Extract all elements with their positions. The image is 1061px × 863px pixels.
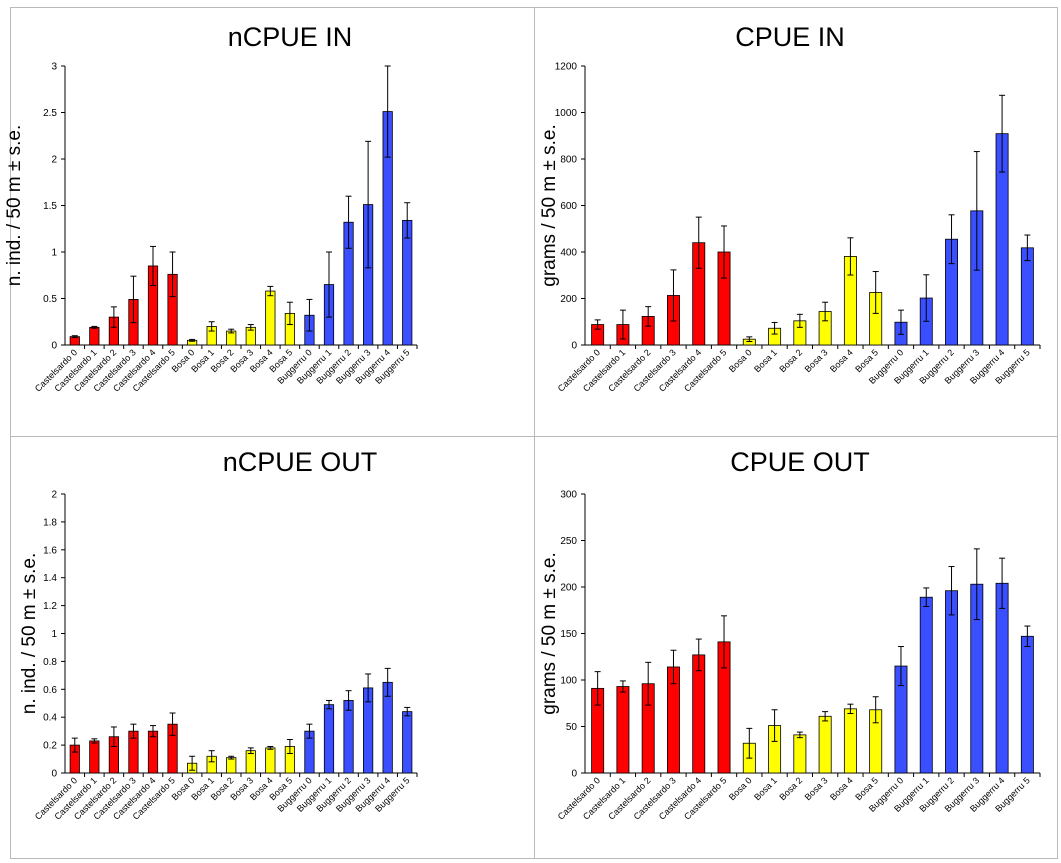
x-tick-label: Bosa 3 xyxy=(803,775,830,802)
y-axis-label: grams / 50 m ± s.e. xyxy=(539,552,560,714)
y-tick-label: 600 xyxy=(560,201,577,212)
y-tick-label: 1000 xyxy=(555,108,578,119)
y-tick-label: 1 xyxy=(51,248,57,259)
y-tick-label: 2 xyxy=(51,155,57,166)
bar xyxy=(995,582,1009,774)
bar xyxy=(945,590,958,774)
x-tick-label: Bosa 1 xyxy=(752,775,779,802)
y-tick-label: 200 xyxy=(560,294,577,305)
y-tick-label: 2 xyxy=(51,490,57,501)
bar xyxy=(1020,635,1034,774)
chart-title: nCPUE OUT xyxy=(223,447,378,477)
y-axis-label: grams / 50 m ± s.e. xyxy=(539,124,560,286)
y-tick-label: 1.8 xyxy=(43,517,57,528)
bar xyxy=(843,708,857,774)
x-tick-label: Bosa 4 xyxy=(828,775,855,802)
y-tick-label: 1.6 xyxy=(43,545,57,556)
y-tick-label: 1200 xyxy=(555,62,578,73)
chart-title: CPUE OUT xyxy=(730,447,870,477)
y-tick-label: 0 xyxy=(51,341,57,352)
chart-title: CPUE IN xyxy=(735,22,845,52)
bar xyxy=(692,654,706,774)
y-axis-label: n. ind. / 50 m ± s.e. xyxy=(4,125,25,286)
panel-divider-horizontal xyxy=(10,436,1058,437)
y-tick-label: 0.8 xyxy=(43,657,57,668)
chart-title: nCPUE IN xyxy=(228,22,353,52)
y-tick-label: 400 xyxy=(560,248,577,259)
y-tick-label: 1 xyxy=(51,629,57,640)
y-tick-label: 800 xyxy=(560,155,577,166)
y-tick-label: 300 xyxy=(560,490,577,501)
y-axis-label: n. ind. / 50 m ± s.e. xyxy=(19,553,40,714)
x-tick-label: Castelsardo 0 xyxy=(556,775,602,821)
bar xyxy=(616,686,630,774)
x-tick-label: Bosa 0 xyxy=(727,775,754,802)
y-tick-label: 0.6 xyxy=(43,685,57,696)
y-tick-label: 0 xyxy=(571,769,577,780)
y-tick-label: 1.4 xyxy=(43,573,57,584)
y-tick-label: 100 xyxy=(560,676,577,687)
bar xyxy=(793,734,807,774)
x-tick-label: Bosa 2 xyxy=(777,775,804,802)
y-tick-label: 0.4 xyxy=(43,713,57,724)
panel-divider-vertical xyxy=(534,7,535,859)
y-tick-label: 2.5 xyxy=(43,108,57,119)
y-tick-label: 150 xyxy=(560,629,577,640)
y-tick-label: 50 xyxy=(566,722,578,733)
bar xyxy=(818,715,832,774)
y-tick-label: 1.2 xyxy=(43,601,57,612)
y-tick-label: 0 xyxy=(571,341,577,352)
y-tick-label: 250 xyxy=(560,536,577,547)
y-tick-label: 1.5 xyxy=(43,201,57,212)
y-tick-label: 0.5 xyxy=(43,294,57,305)
bar xyxy=(919,596,933,774)
y-tick-label: 0 xyxy=(51,769,57,780)
y-tick-label: 3 xyxy=(51,62,57,73)
y-tick-label: 200 xyxy=(560,583,577,594)
y-tick-label: 0.2 xyxy=(43,741,57,752)
